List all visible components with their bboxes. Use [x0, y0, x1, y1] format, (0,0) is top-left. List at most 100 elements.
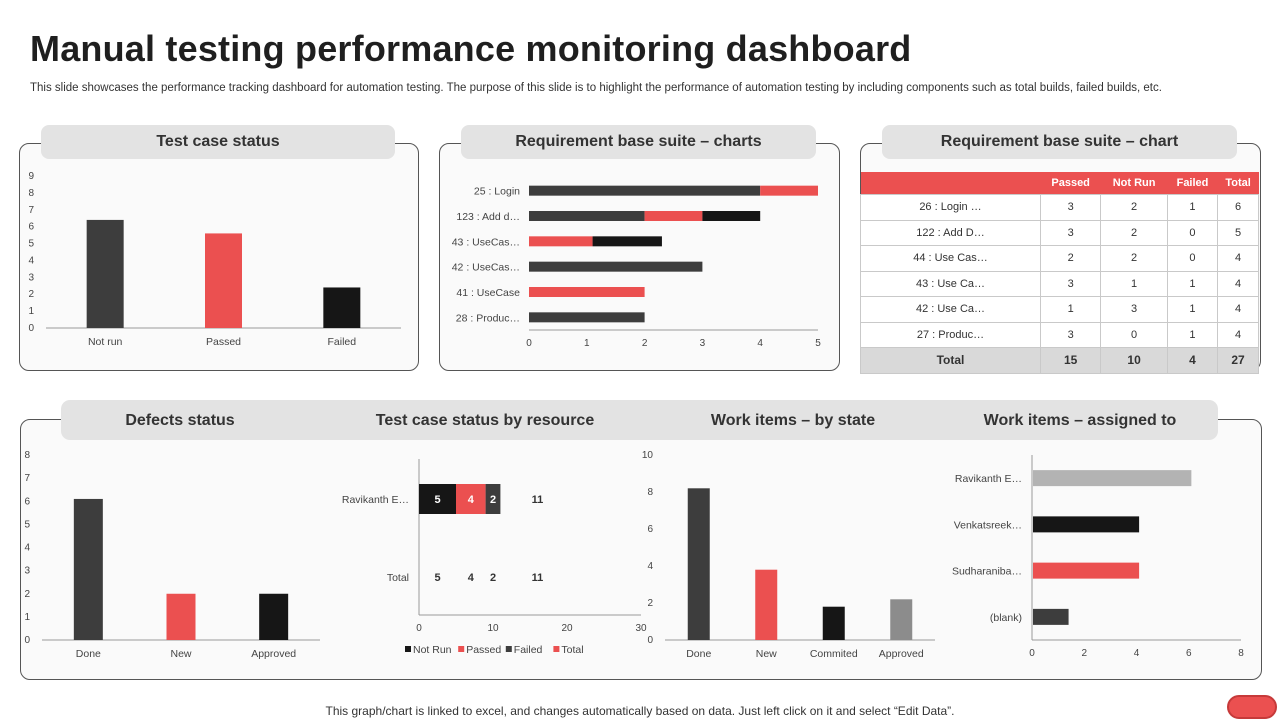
- y-tick-label: 0: [28, 323, 34, 334]
- x-tick-label: 10: [487, 623, 499, 634]
- y-tick-label: 6: [24, 496, 30, 507]
- bar-segment: [529, 185, 761, 196]
- table-cell: 4: [1217, 270, 1259, 297]
- table-cell: 1: [1166, 270, 1219, 297]
- y-tick-label: 3: [24, 566, 30, 577]
- y-tick-label: 7: [24, 473, 30, 484]
- table-cell: 1: [1100, 270, 1168, 297]
- chart-work-items-state: 0 2 4 6 8 10 Done New Commited Approved: [642, 450, 935, 660]
- y-tick-label: 2: [24, 589, 30, 600]
- bar: [687, 488, 710, 640]
- x-tick-label: New: [170, 648, 191, 660]
- bar-segment: [702, 211, 761, 221]
- bar: [166, 593, 196, 640]
- chart-defects-status: 0 1 2 3 4 5 6 7 8 Done New Approved: [24, 450, 320, 660]
- table-row: 44 : Use Cas… 2 2 0 4: [860, 245, 1259, 272]
- table-header-cell: Failed: [1167, 172, 1218, 195]
- x-tick-label: Done: [686, 648, 711, 660]
- table-row: 27 : Produc… 3 0 1 4: [860, 321, 1259, 348]
- chart-test-case-status: 0 1 2 3 4 5 6 7 8 9 Not run Passed Failed: [28, 171, 401, 348]
- bar-segment: [592, 236, 662, 247]
- table-cell: 2: [1039, 245, 1102, 272]
- table-cell: 3: [1039, 321, 1102, 348]
- edit-data-button[interactable]: [1227, 695, 1277, 719]
- x-tick-label: 0: [526, 338, 532, 349]
- bar-segment: [644, 211, 703, 221]
- table-cell: 1: [1039, 296, 1102, 323]
- legend-label: Total: [561, 644, 583, 656]
- page-title: Manual testing performance monitoring da…: [30, 28, 912, 69]
- table-row-label: 44 : Use Cas…: [860, 245, 1041, 272]
- x-tick-label: 1: [584, 338, 590, 349]
- bar: [1033, 562, 1140, 579]
- y-tick-label: 41 : UseCase: [456, 287, 520, 299]
- tab-tc-by-resource: Test case status by resource: [375, 412, 595, 429]
- table-header-blank: [860, 172, 1041, 195]
- table-cell: 3: [1039, 270, 1102, 297]
- bar: [73, 498, 103, 640]
- panel-req-suite-charts: [439, 143, 840, 371]
- bar: [755, 569, 778, 640]
- legend-swatch: [458, 646, 465, 652]
- table-row: 42 : Use Ca… 1 3 1 4: [860, 296, 1259, 323]
- table-cell: 5: [1217, 219, 1259, 246]
- y-tick-label: 3: [28, 272, 34, 283]
- y-tick-label: 8: [28, 188, 34, 199]
- y-tick-label: 9: [28, 171, 34, 182]
- data-label: 11: [532, 572, 544, 584]
- y-tick-label: 5: [28, 239, 34, 250]
- table-total-row: Total 15 10 4 27: [860, 347, 1259, 374]
- x-tick-label: 5: [815, 338, 821, 349]
- y-tick-label: 4: [24, 543, 30, 554]
- legend-label: Passed: [466, 644, 501, 656]
- y-tick-label: 43 : UseCas…: [452, 236, 520, 248]
- x-tick-label: Failed: [328, 336, 357, 348]
- table-cell: 2: [1100, 245, 1168, 272]
- y-tick-label: 6: [28, 222, 34, 233]
- bar-segment: [529, 312, 645, 323]
- table-total-cell: 4: [1166, 347, 1219, 374]
- y-tick-label: 1: [24, 612, 30, 623]
- y-tick-label: Ravikanth E…: [342, 494, 409, 506]
- x-tick-label: 6: [1186, 648, 1192, 659]
- legend-swatch: [505, 646, 512, 652]
- x-tick-label: Not run: [88, 336, 123, 348]
- legend-swatch: [553, 646, 560, 652]
- bar: [1033, 516, 1140, 533]
- y-tick-label: Ravikanth E…: [955, 473, 1022, 485]
- bar-segment: [419, 484, 456, 514]
- bar-segment: [456, 484, 486, 514]
- y-tick-label: Sudharaniba…: [952, 566, 1022, 578]
- bar: [890, 599, 913, 640]
- table-cell: 4: [1217, 296, 1259, 323]
- chart-work-items-assigned: 0 2 4 6 8 Ravikanth E… Venkatsreek… Sudharaniba…: [952, 455, 1244, 659]
- x-tick-label: 4: [757, 338, 763, 349]
- tab-work-items-assigned: Work items – assigned to: [983, 412, 1177, 429]
- y-tick-label: 2: [647, 598, 653, 609]
- table-cell: 6: [1217, 194, 1259, 221]
- bar-segment: [485, 484, 501, 514]
- y-tick-label: 1: [28, 306, 34, 317]
- x-tick-label: 3: [700, 338, 706, 349]
- y-tick-label: 4: [647, 561, 653, 572]
- y-tick-label: 2: [28, 289, 34, 300]
- y-tick-label: 28 : Produc…: [456, 312, 520, 324]
- data-label: 5: [434, 572, 440, 584]
- table-cell: 0: [1166, 245, 1219, 272]
- table-cell: 4: [1217, 321, 1259, 348]
- tab-bottom-strip: [61, 400, 1218, 440]
- table-cell: 2: [1100, 194, 1168, 221]
- legend-label: Not Run: [413, 644, 452, 656]
- data-label: 11: [532, 494, 544, 506]
- x-tick-label: Approved: [251, 648, 296, 660]
- bar: [822, 606, 845, 640]
- chart-req-suite-charts: 0 1 2 3 4 5 25 : Login 123 : Add d… 43 : UseCas……: [452, 185, 821, 349]
- tab-test-case-status: Test case status: [41, 125, 395, 159]
- legend-swatch: [405, 646, 411, 652]
- table-row-label: 43 : Use Ca…: [860, 270, 1041, 297]
- bar: [1033, 608, 1069, 625]
- tab-defects-status: Defects status: [125, 412, 235, 429]
- x-tick-label: 2: [1081, 648, 1087, 659]
- y-tick-label: 123 : Add d…: [456, 211, 520, 223]
- y-tick-label: Total: [387, 572, 409, 584]
